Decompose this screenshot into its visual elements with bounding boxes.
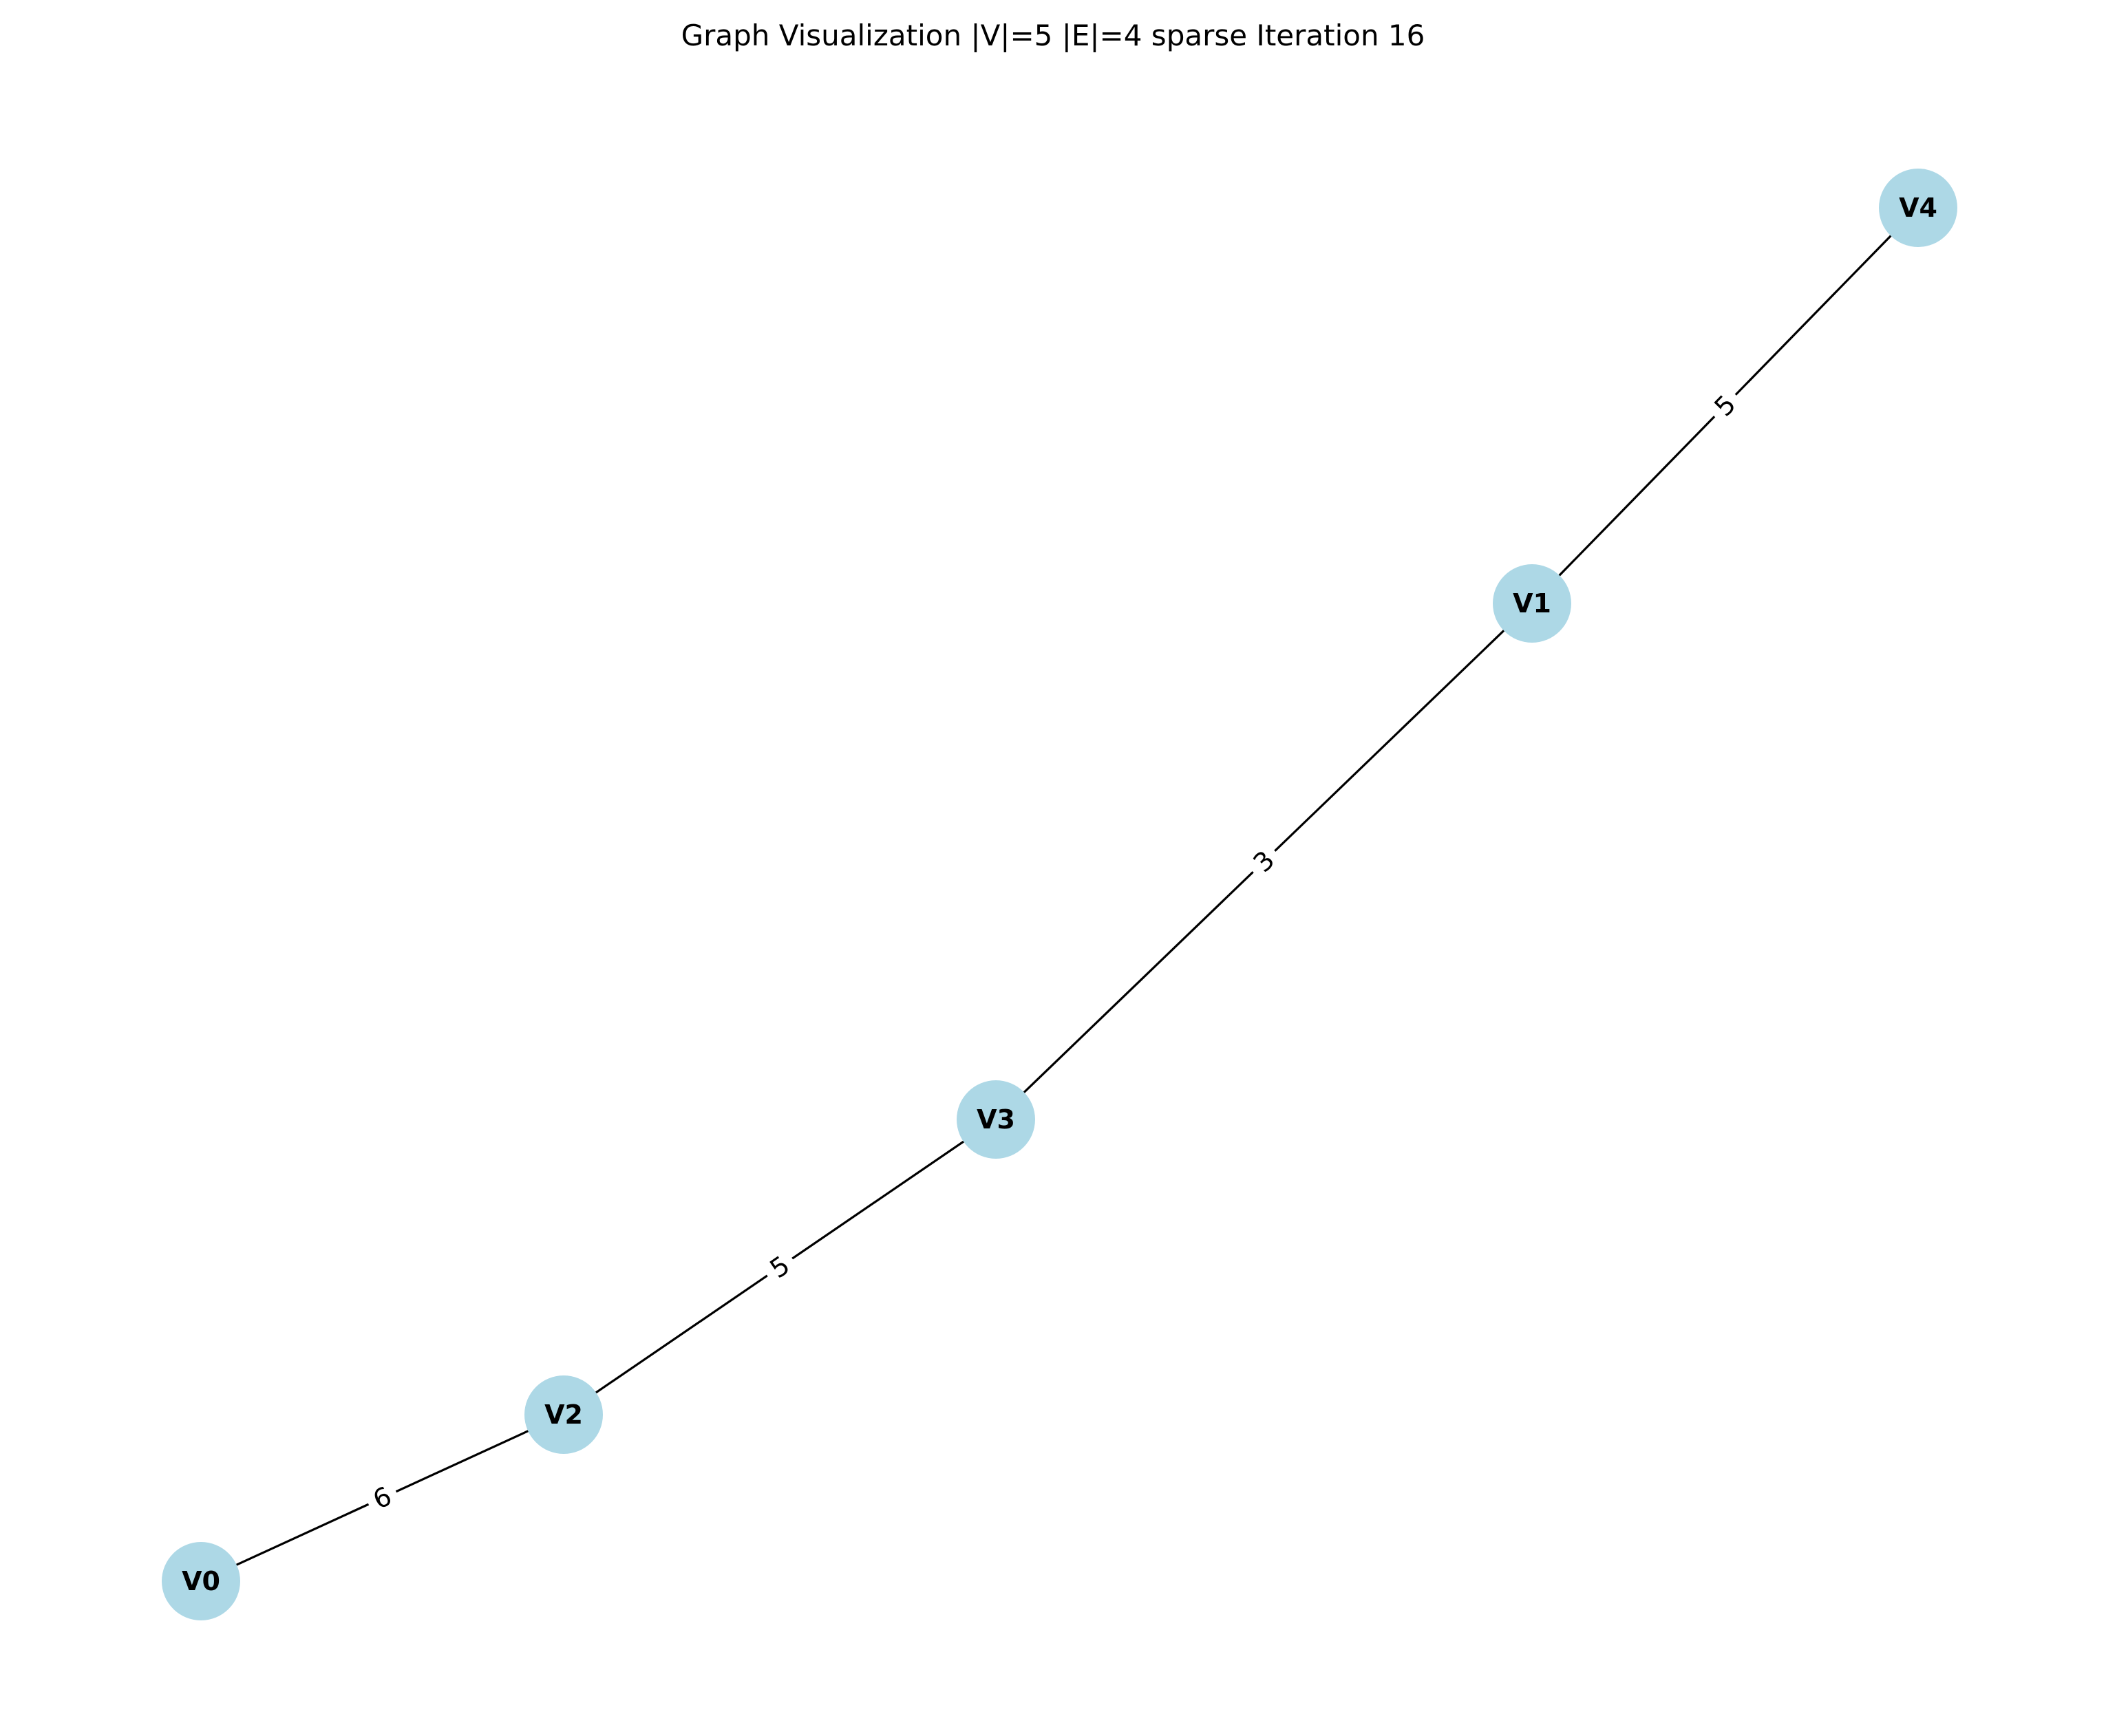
node-label: V0: [182, 1566, 220, 1596]
graph-title: Graph Visualization |V|=5 |E|=4 sparse I…: [681, 19, 1425, 52]
node-circle: [1493, 564, 1571, 643]
node-V3: V3: [957, 1080, 1035, 1159]
edges-layer: [200, 206, 1919, 1583]
edge-label-V2-V3: 5: [758, 1245, 802, 1289]
node-V1: V1: [1493, 564, 1571, 643]
edge-label-background: [361, 1477, 403, 1519]
node-V4: V4: [1879, 169, 1957, 247]
node-label: V3: [977, 1104, 1015, 1135]
node-circle: [162, 1542, 240, 1620]
nodes-layer: V0 V1 V2 V3 V4: [162, 169, 1957, 1620]
node-circle: [524, 1375, 603, 1454]
node-label: V2: [544, 1400, 583, 1430]
node-label: V4: [1899, 193, 1937, 223]
edge-label-background: [758, 1245, 802, 1289]
edge-label-V0-V2: 6: [361, 1477, 403, 1519]
node-V0: V0: [162, 1542, 240, 1620]
edge-label-background: [1702, 383, 1748, 429]
edge-label-background: [1242, 839, 1286, 884]
node-label: V1: [1513, 588, 1551, 619]
edge-label-V1-V4: 5: [1702, 383, 1748, 429]
node-circle: [1879, 169, 1957, 247]
node-circle: [957, 1080, 1035, 1159]
node-V2: V2: [524, 1375, 603, 1454]
